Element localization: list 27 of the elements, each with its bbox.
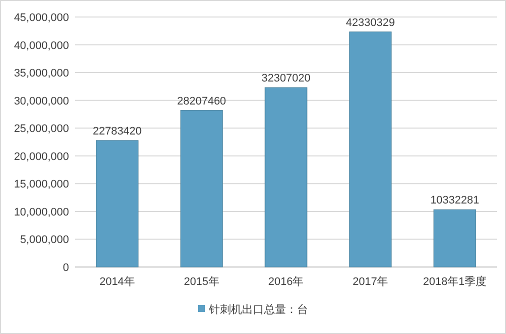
bar — [349, 32, 392, 268]
data-label: 42330329 — [346, 16, 395, 29]
data-label: 10332281 — [430, 194, 480, 207]
legend-label: 针刺机出口总量：台 — [208, 303, 308, 316]
y-tick-label: 20,000,000 — [14, 150, 69, 163]
bar — [180, 110, 223, 268]
bar — [96, 140, 138, 268]
x-tick-label: 2014年 — [99, 276, 135, 288]
bar — [264, 87, 308, 268]
y-tick-label: 15,000,000 — [14, 178, 69, 191]
y-tick-label: 25,000,000 — [14, 123, 69, 136]
y-tick-label: 0 — [62, 262, 69, 274]
y-tick-label: 10,000,000 — [14, 206, 69, 218]
legend: 针刺机出口总量：台 — [198, 304, 308, 316]
data-label: 28207460 — [177, 95, 226, 108]
y-tick-label: 45,000,000 — [14, 12, 69, 24]
x-tick-label: 2016年 — [268, 276, 304, 288]
x-tick-label: 2015年 — [184, 276, 220, 288]
y-tick-label: 40,000,000 — [14, 40, 69, 52]
y-tick-label: 30,000,000 — [14, 95, 69, 108]
bar — [434, 209, 476, 268]
data-label: 22783420 — [92, 125, 142, 138]
y-tick-label: 35,000,000 — [14, 68, 69, 80]
x-tick-label: 2018年1季度 — [423, 275, 487, 288]
y-tick-label: 5,000,000 — [20, 234, 69, 246]
data-label: 32307020 — [262, 72, 310, 85]
x-tick-label: 2017年 — [352, 276, 388, 288]
